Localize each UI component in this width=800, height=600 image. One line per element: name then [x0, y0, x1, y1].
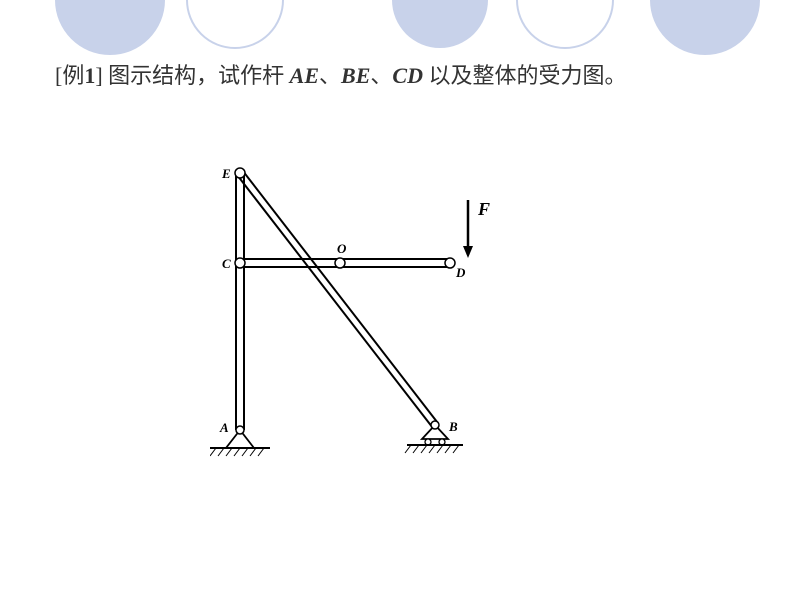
member-BE: BE	[341, 63, 370, 88]
svg-text:F: F	[477, 199, 490, 219]
member-AE: AE	[290, 63, 319, 88]
title-suffix: ] 图示结构，试作杆	[95, 63, 289, 88]
title-tail: 以及整体的受力图。	[423, 63, 627, 88]
sep2: 、	[370, 63, 392, 88]
member-CD: CD	[392, 63, 423, 88]
svg-text:B: B	[448, 419, 458, 434]
svg-text:D: D	[455, 265, 466, 280]
example-number: 1	[84, 63, 95, 88]
svg-text:O: O	[337, 241, 347, 256]
sep1: 、	[319, 63, 341, 88]
title-prefix: [例	[55, 63, 84, 88]
svg-text:A: A	[219, 420, 229, 435]
svg-text:C: C	[222, 256, 231, 271]
structure-diagram: E C A O D B F	[210, 155, 510, 455]
problem-title: [例1] 图示结构，试作杆 AE、BE、CD 以及整体的受力图。	[55, 58, 626, 90]
svg-text:E: E	[221, 166, 231, 181]
